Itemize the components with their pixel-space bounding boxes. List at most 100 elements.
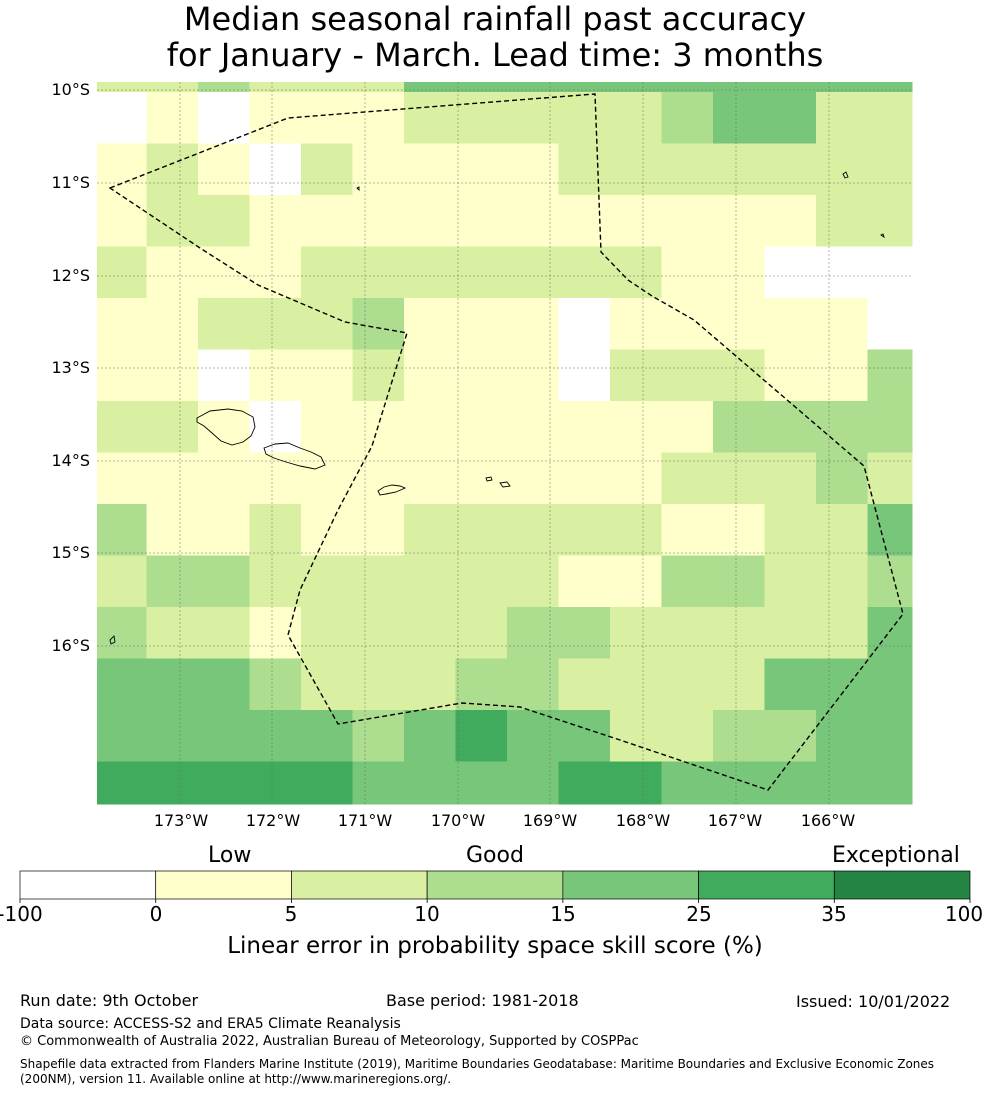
skill-cell [97, 452, 147, 505]
skill-cell [352, 143, 405, 196]
skill-cell [713, 710, 765, 762]
skill-cell [97, 143, 147, 196]
skill-cell [352, 555, 405, 608]
cbar-tick-label: 25 [686, 902, 712, 926]
skill-cell [661, 452, 714, 505]
skill-cell [558, 710, 611, 762]
skill-cell [661, 401, 714, 453]
skill-cell [301, 401, 353, 453]
skill-cell [301, 504, 353, 556]
skill-cell [249, 452, 302, 505]
skill-cell [610, 761, 662, 805]
skill-cell [301, 761, 353, 805]
skill-cell [146, 710, 199, 762]
colorbar-segment [155, 870, 292, 900]
skill-cell [404, 143, 456, 196]
skill-cell [764, 401, 817, 453]
swains-island [842, 171, 849, 179]
skill-cell [661, 555, 714, 608]
tau-island [499, 481, 511, 488]
skill-cell [867, 401, 913, 453]
graticule [97, 82, 912, 804]
skill-cell [713, 143, 765, 196]
skill-cell [352, 761, 405, 805]
skill-cell [455, 761, 508, 805]
skill-cell [713, 92, 765, 144]
skill-cell [455, 349, 508, 402]
skill-cell [301, 452, 353, 505]
skill-cell [610, 195, 662, 247]
skill-cell [301, 658, 353, 711]
skill-cell [713, 658, 765, 711]
skill-cell [610, 298, 662, 350]
skill-cell [249, 246, 302, 299]
skill-cell [713, 401, 765, 453]
cbar-tick-label: -100 [0, 902, 43, 926]
skill-cell [198, 555, 250, 608]
skill-cell [661, 761, 714, 805]
skill-cell [867, 143, 913, 196]
colorbar-segment [833, 870, 971, 900]
skill-cell [764, 92, 817, 144]
skill-cell [97, 82, 147, 93]
skill-grid [97, 82, 913, 805]
skill-cell [97, 195, 147, 247]
skill-cell [661, 82, 714, 93]
data-source: Data source: ACCESS-S2 and ERA5 Climate … [20, 1016, 401, 1032]
skill-cell [404, 92, 456, 144]
skill-cell [146, 555, 199, 608]
lat-label-10s: 10°S [51, 80, 90, 99]
skill-cell [558, 504, 611, 556]
skill-cell [816, 92, 868, 144]
skill-cell [455, 607, 508, 659]
skill-cell [816, 246, 868, 299]
skill-cell [146, 92, 199, 144]
skill-cell [713, 82, 765, 93]
cbar-tick-label: 5 [284, 902, 298, 926]
skill-cell [198, 298, 250, 350]
skill-cell [558, 143, 611, 196]
lon-label-170w: 170°W [430, 811, 486, 830]
cbar-tick-label: 15 [550, 902, 576, 926]
skill-cell [455, 246, 508, 299]
colorbar [19, 870, 971, 903]
skill-cell [97, 761, 147, 805]
skill-cell [249, 761, 302, 805]
tutuila-island [377, 484, 407, 496]
skill-cell [713, 195, 765, 247]
skill-cell [713, 349, 765, 402]
skill-cell [146, 143, 199, 196]
skill-cell [249, 143, 302, 196]
lat-label-16s: 16°S [51, 636, 90, 655]
lon-label-173w: 173°W [153, 811, 209, 830]
skill-cell [507, 555, 559, 608]
skill-cell [301, 82, 353, 93]
ofu-island [485, 476, 493, 482]
skill-cell [301, 298, 353, 350]
skill-cell [249, 195, 302, 247]
skill-cell [404, 349, 456, 402]
skill-cell [455, 658, 508, 711]
skill-cell [404, 658, 456, 711]
colorbar-segment [291, 870, 428, 900]
skill-cell [97, 658, 147, 711]
skill-cell [198, 82, 250, 93]
lon-label-168w: 168°W [615, 811, 671, 830]
skill-cell [198, 195, 250, 247]
skill-cell [507, 401, 559, 453]
cbar-tick-label: 35 [821, 902, 847, 926]
skill-cell [507, 82, 559, 93]
skill-cell [249, 710, 302, 762]
skill-cell [867, 195, 913, 247]
skill-cell [198, 92, 250, 144]
skill-cell [867, 82, 913, 93]
skill-cell [455, 298, 508, 350]
skill-cell [97, 401, 147, 453]
shapefile-credit: Shapefile data extracted from Flanders M… [20, 1057, 935, 1086]
small-islet [356, 186, 360, 192]
skill-cell [713, 607, 765, 659]
skill-cell [352, 349, 405, 402]
cbar-tick-label: 10 [414, 902, 440, 926]
skill-cell [249, 298, 302, 350]
